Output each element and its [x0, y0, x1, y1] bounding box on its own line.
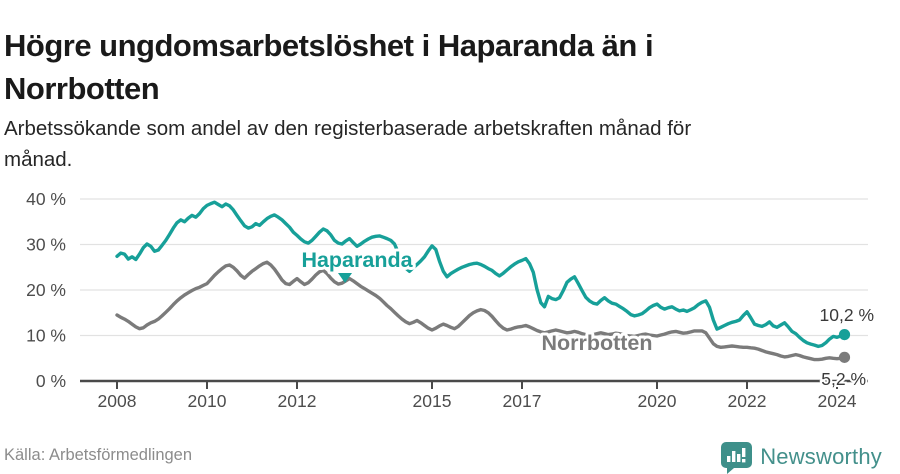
- y-axis-tick-label: 20 %: [26, 280, 66, 300]
- norrbotten-end-dot: [838, 351, 851, 363]
- x-axis-tick-label: 2020: [638, 391, 677, 411]
- haparanda-series-label: Haparanda: [301, 248, 413, 272]
- y-axis-tick-label: 40 %: [26, 189, 66, 209]
- brand-wordmark: Newsworthy: [760, 444, 882, 469]
- x-axis-tick-label: 2022: [728, 391, 767, 411]
- haparanda-line: [115, 200, 847, 349]
- x-axis-tick-label: 2015: [413, 391, 452, 411]
- norrbotten-end-value-label: 5,2 %: [821, 369, 866, 389]
- bar-medium: [737, 453, 741, 462]
- bar-tall: [732, 450, 736, 462]
- x-axis-tick-label: 2024: [818, 391, 857, 411]
- haparanda-end-dot: [838, 328, 851, 341]
- y-axis-tick-label: 10 %: [26, 326, 66, 346]
- x-axis-tick-label: 2008: [98, 391, 137, 411]
- exclamation-bar: [742, 447, 746, 457]
- norrbotten-line: [115, 260, 847, 362]
- chart-subtitle: Arbetssökande som andel av den registerb…: [4, 116, 692, 172]
- page-title: Högre ungdomsarbetslöshet i Haparanda än…: [4, 27, 654, 106]
- speech-bubble-shape: [721, 441, 753, 474]
- newsworthy-logo-icon: [721, 441, 753, 474]
- haparanda-end-value-label: 10,2 %: [820, 305, 874, 325]
- x-axis-tick-label: 2017: [503, 391, 542, 411]
- norrbotten-series-label: Norrbotten: [541, 331, 652, 355]
- newsworthy-brand: Newsworthy: [720, 440, 882, 474]
- haparanda-label-pointer-icon: [338, 273, 352, 283]
- bar-small: [727, 455, 731, 462]
- exclamation-dot: [742, 458, 746, 462]
- y-axis-tick-label: 0 %: [36, 371, 66, 391]
- x-axis-tick-label: 2010: [188, 391, 227, 411]
- y-axis-tick-label: 30 %: [26, 235, 66, 255]
- x-axis-tick-label: 2012: [278, 391, 317, 411]
- source-note: Källa: Arbetsförmedlingen: [4, 446, 193, 464]
